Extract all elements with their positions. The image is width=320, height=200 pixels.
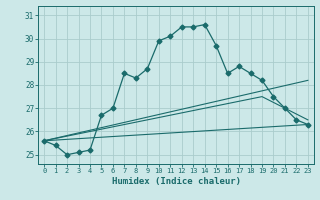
- X-axis label: Humidex (Indice chaleur): Humidex (Indice chaleur): [111, 177, 241, 186]
